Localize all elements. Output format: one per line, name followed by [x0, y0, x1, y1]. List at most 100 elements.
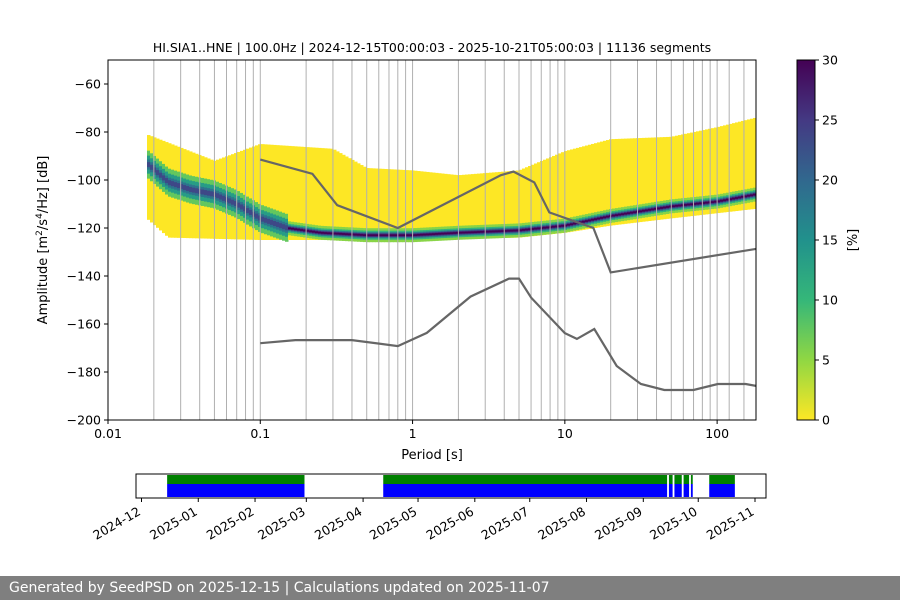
density-base-column [267, 144, 271, 240]
density-base-column [363, 166, 367, 240]
density-base-column [693, 131, 697, 216]
density-base-column [573, 148, 577, 232]
density-base-column [492, 172, 496, 239]
density-band [678, 204, 682, 207]
density-base-column [303, 146, 307, 240]
density-band [597, 217, 601, 220]
density-base-column [639, 138, 643, 223]
density-base-column [255, 145, 259, 240]
density-base-column [441, 173, 445, 240]
density-band [687, 203, 691, 206]
density-band [690, 203, 694, 206]
psd-availability-bar [683, 475, 690, 484]
colorbar-tick-label: 0 [822, 413, 830, 428]
density-band [486, 230, 490, 233]
density-base-column [336, 151, 340, 240]
density-base-column [444, 173, 448, 240]
density-base-column [594, 143, 598, 228]
density-band [321, 231, 325, 234]
density-base-column [531, 164, 535, 237]
colorbar-ticks: 0 5 10 15 20 25 30 [815, 53, 838, 428]
density-band [528, 228, 532, 231]
timeline-tick-label: 2025-10 [647, 504, 700, 543]
x-tick-label: 100 [705, 426, 729, 441]
density-band [606, 215, 610, 218]
density-base-column [471, 174, 475, 239]
density-band [279, 223, 283, 229]
density-band [543, 226, 547, 229]
density-base-column [375, 168, 379, 240]
psd-figure: HI.SIA1..HNE | 100.0Hz | 2024-12-15T00:0… [35, 40, 861, 543]
density-base-column [381, 168, 385, 240]
data-availability-bar [668, 484, 673, 497]
psd-availability-bar [668, 475, 673, 484]
density-band [474, 231, 478, 234]
density-base-column [696, 131, 700, 216]
density-base-column [690, 132, 694, 217]
density-band [204, 190, 208, 196]
density-base-column [750, 118, 754, 210]
density-band [504, 230, 508, 232]
density-band [399, 234, 403, 237]
density-base-column [570, 149, 574, 232]
psd-density-map [147, 117, 756, 243]
density-base-column [501, 171, 505, 238]
timeline-tick-label: 2025-11 [704, 504, 757, 543]
density-band [423, 233, 427, 236]
density-base-column [630, 138, 634, 224]
density-band [705, 201, 709, 204]
nlnm-line [260, 277, 756, 392]
density-band [522, 229, 526, 231]
density-band [288, 227, 292, 230]
density-band [165, 178, 169, 184]
colorbar-tick-label: 20 [822, 173, 838, 188]
y-tick-label: −160 [67, 317, 101, 332]
timeline-tick-label: 2025-03 [255, 504, 308, 543]
density-band [585, 220, 589, 222]
density-base-column [645, 137, 649, 222]
density-band [384, 234, 388, 237]
x-tick-label: 0.01 [94, 426, 122, 441]
psd-availability-bar [709, 475, 735, 484]
density-base-column [585, 145, 589, 230]
density-band [360, 234, 364, 236]
density-band [534, 227, 538, 230]
density-base-column [753, 117, 756, 209]
timeline-tick-label: 2025-09 [592, 504, 645, 543]
density-base-column [306, 147, 310, 240]
density-base-column [366, 168, 370, 240]
density-base-column [624, 138, 628, 224]
density-band [378, 234, 382, 237]
density-band [435, 233, 439, 235]
density-band [195, 188, 199, 194]
density-base-column [258, 144, 262, 240]
density-band [333, 232, 337, 235]
density-band [381, 234, 385, 237]
density-band [186, 186, 190, 192]
density-base-column [285, 145, 289, 240]
colorbar-tick-label: 25 [822, 113, 838, 128]
density-band [315, 231, 319, 234]
density-base-column [474, 173, 478, 239]
density-band [372, 234, 376, 237]
psd-availability-bar [674, 475, 682, 484]
density-band [555, 225, 559, 228]
density-band [264, 217, 268, 223]
timeline-tick-label: 2025-01 [147, 504, 200, 543]
density-base-column [507, 171, 511, 238]
density-band [258, 215, 262, 221]
density-base-column [300, 146, 304, 240]
period-gridlines [153, 60, 745, 420]
density-base-column [552, 155, 556, 234]
density-band [714, 200, 718, 203]
footer-text: Generated by SeedPSD on 2025-12-15 | Cal… [9, 580, 550, 596]
density-base-column [294, 146, 298, 240]
density-band [465, 231, 469, 234]
density-band [753, 193, 756, 196]
density-base-column [699, 130, 703, 216]
density-base-column [681, 134, 685, 218]
density-base-column [378, 168, 382, 240]
density-band [459, 231, 463, 234]
density-band [693, 203, 697, 205]
